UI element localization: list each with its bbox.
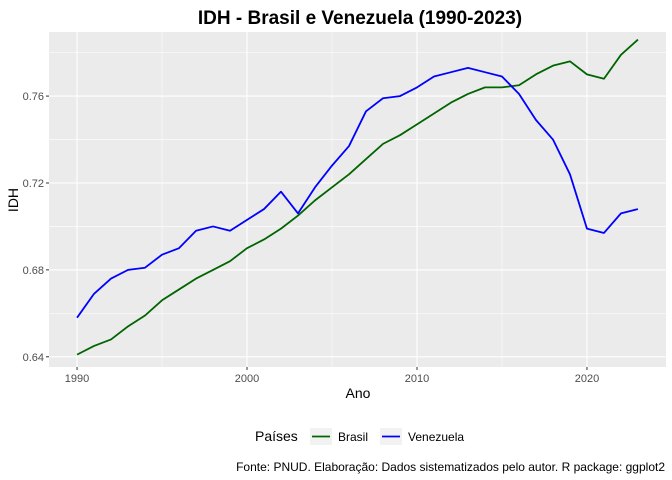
plot-panel <box>49 32 666 367</box>
series-line-venezuela <box>76 66 639 319</box>
y-tick-label: 0.68 <box>23 265 44 277</box>
x-axis-title: Ano <box>346 385 371 401</box>
y-axis-title: IDH <box>5 188 21 212</box>
series-line-brasil <box>76 38 639 356</box>
chart-title: IDH - Brasil e Venezuela (1990-2023) <box>198 8 522 29</box>
x-tick-label: 1990 <box>65 373 89 385</box>
legend-label-brasil: Brasil <box>338 430 368 444</box>
y-tick-label: 0.72 <box>23 178 44 190</box>
y-axis-ticks: 0.64 0.68 0.72 0.76 <box>23 91 49 364</box>
legend-title: Países <box>255 428 298 444</box>
y-tick-label: 0.76 <box>23 91 44 103</box>
x-tick-label: 2020 <box>575 373 599 385</box>
x-tick-label: 2010 <box>405 373 429 385</box>
x-axis-ticks: 1990 2000 2010 2020 <box>65 367 599 385</box>
legend-items: Brasil Venezuela <box>310 428 464 445</box>
legend: Países Brasil Venezuela <box>255 428 464 445</box>
x-tick-label: 2000 <box>235 373 259 385</box>
chart-caption: Fonte: PNUD. Elaboração: Dados sistemati… <box>236 460 665 474</box>
legend-label-venezuela: Venezuela <box>408 430 464 444</box>
y-tick-label: 0.64 <box>23 352 44 364</box>
series-lines <box>76 38 639 356</box>
